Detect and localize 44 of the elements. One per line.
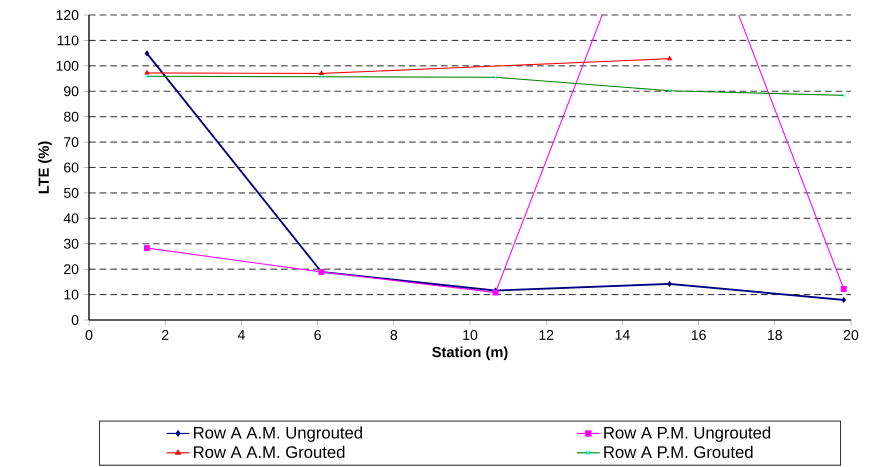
- point: [842, 296, 846, 303]
- y-tick-label: 60: [64, 162, 78, 172]
- x-axis-title: Station (m): [432, 346, 508, 360]
- y-tick-label: 120: [56, 10, 78, 20]
- y-tick-label: 110: [58, 35, 78, 46]
- legend-label: Row A A.M. Grouted: [194, 446, 344, 458]
- point: [667, 280, 672, 287]
- point: [144, 70, 150, 75]
- y-tick-label: 50: [64, 188, 78, 198]
- y-tick-label: 10: [64, 290, 78, 300]
- point: [144, 245, 150, 252]
- y-tick-label: 20: [64, 264, 78, 274]
- line-series: [144, 74, 846, 98]
- x-tick-label: 10: [463, 330, 478, 340]
- x-tick-label: 12: [539, 330, 554, 340]
- x-tick-label: 2: [162, 330, 168, 340]
- point: [318, 70, 324, 76]
- point: [493, 75, 498, 80]
- x-tick-label: 16: [692, 330, 706, 340]
- y-axis-title: LTE (%): [38, 141, 52, 194]
- x-tick-label: 18: [768, 330, 782, 340]
- x-tick-label: 8: [390, 330, 398, 340]
- y-tick-label: 90: [64, 86, 78, 96]
- y-tick-label: 80: [64, 112, 78, 122]
- legend-label: Row A A.M. Ungrouted: [194, 426, 362, 442]
- x-tick-label: 4: [238, 330, 245, 340]
- y-tick-label: 0: [72, 315, 78, 325]
- x-tick-label: 20: [844, 330, 858, 340]
- x-tick-label: 6: [314, 330, 321, 340]
- point: [842, 93, 846, 98]
- y-tick-label: 70: [64, 137, 78, 148]
- point: [840, 286, 847, 292]
- y-tick-label: 40: [64, 213, 78, 224]
- x-tick-label: 0: [86, 330, 92, 340]
- point: [667, 56, 672, 60]
- legend-label: Row A P.M. Ungrouted: [604, 426, 770, 442]
- point: [144, 50, 150, 56]
- point: [319, 74, 324, 79]
- point: [144, 74, 150, 78]
- legend-label: Row A P.M. Grouted: [604, 446, 753, 458]
- y-tick-label: 30: [64, 238, 78, 249]
- point: [668, 88, 672, 93]
- x-tick-label: 14: [616, 330, 630, 340]
- y-tick-label: 100: [56, 60, 78, 71]
